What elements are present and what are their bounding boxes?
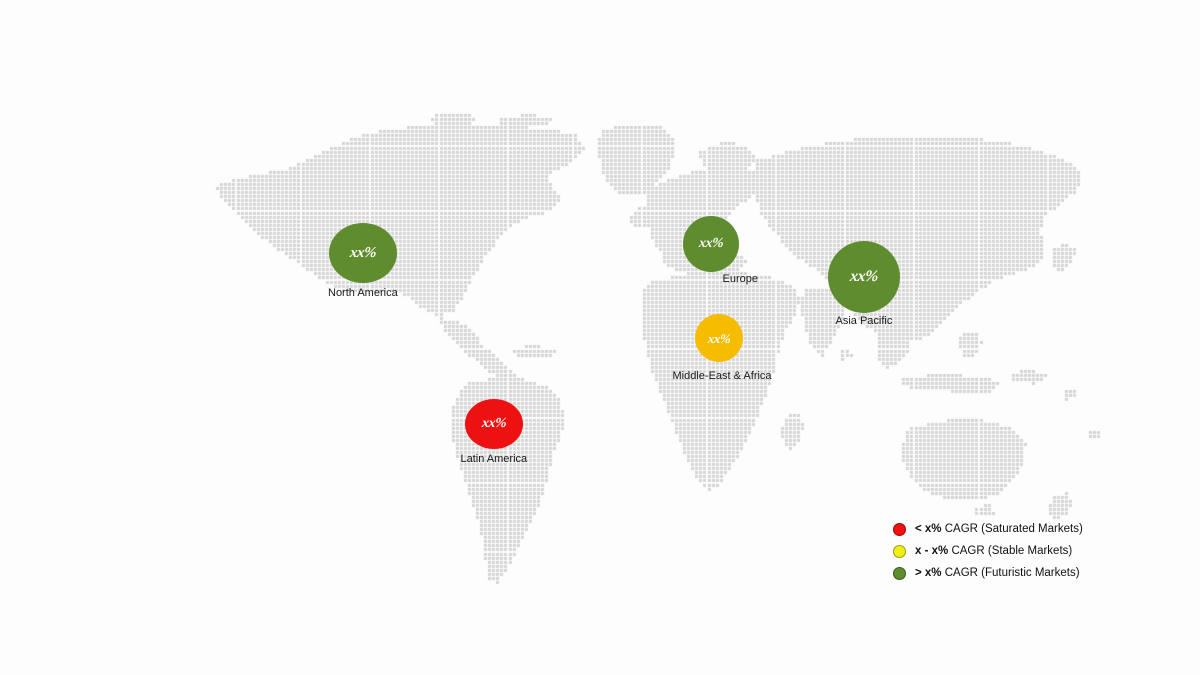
legend-label-threshold: < x%	[915, 523, 942, 535]
region-bubble-latin-america[interactable]: xx%	[465, 399, 523, 449]
region-bubble-europe[interactable]: xx%	[683, 216, 739, 272]
legend-label: < x% CAGR (Saturated Markets)	[915, 523, 1083, 535]
legend-label: x - x% CAGR (Stable Markets)	[915, 545, 1072, 557]
legend-color-dot	[893, 522, 906, 536]
legend-label-description: CAGR (Futuristic Markets)	[941, 567, 1080, 579]
region-label-europe: Europe	[722, 273, 758, 285]
region-label-north-america: North America	[328, 287, 398, 299]
legend-label-threshold: x - x%	[915, 545, 949, 557]
region-label-latin-america: Latin America	[460, 453, 528, 465]
legend-label-threshold: > x%	[915, 567, 942, 579]
region-bubble-value: xx%	[849, 268, 879, 285]
region-label-asia-pacific: Asia Pacific	[835, 315, 893, 327]
legend-item: < x% CAGR (Saturated Markets)	[893, 518, 1143, 540]
region-bubble-north-america[interactable]: xx%	[329, 223, 397, 283]
legend: < x% CAGR (Saturated Markets) x - x% CAGR…	[893, 518, 1143, 584]
region-bubble-asia-pacific[interactable]: xx%	[828, 241, 900, 313]
region-label-middle-east-africa: Middle-East & Africa	[672, 370, 772, 382]
legend-color-dot	[893, 566, 906, 580]
legend-color-dot	[893, 544, 906, 558]
region-bubble-value: xx%	[481, 416, 507, 431]
legend-item: x - x% CAGR (Stable Markets)	[893, 540, 1143, 562]
legend-item: > x% CAGR (Futuristic Markets)	[893, 562, 1143, 584]
legend-label-description: CAGR (Stable Markets)	[948, 545, 1073, 557]
region-bubble-value: xx%	[707, 330, 731, 346]
legend-label-description: CAGR (Saturated Markets)	[941, 523, 1083, 535]
legend-label: > x% CAGR (Futuristic Markets)	[915, 567, 1080, 579]
region-bubble-middle-east-africa[interactable]: xx%	[695, 314, 743, 362]
region-bubble-value: xx%	[349, 244, 377, 261]
region-bubble-value: xx%	[698, 236, 724, 251]
